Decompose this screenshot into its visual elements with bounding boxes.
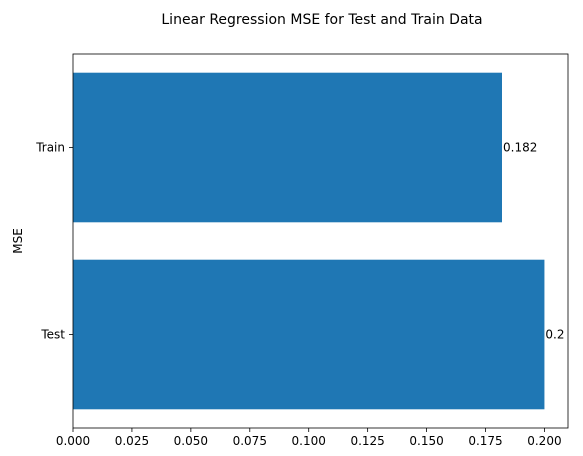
bar-train bbox=[73, 72, 502, 223]
x-tick-label: 0.175 bbox=[468, 434, 502, 448]
x-tick-label: 0.050 bbox=[174, 434, 208, 448]
x-tick-label: 0.125 bbox=[350, 434, 384, 448]
x-tick-label: 0.200 bbox=[527, 434, 561, 448]
bars-group bbox=[73, 72, 545, 410]
chart-title: Linear Regression MSE for Test and Train… bbox=[161, 12, 482, 28]
x-axis-ticks: 0.000 0.025 0.050 0.075 0.100 0.125 0.150 0.175… bbox=[56, 428, 562, 448]
axes-frame bbox=[72, 53, 569, 429]
y-axis-label: MSE bbox=[11, 228, 25, 254]
y-tick-label-test: Test bbox=[40, 328, 65, 342]
y-axis-ticks: Test Train bbox=[35, 141, 73, 342]
bar-test bbox=[73, 259, 545, 410]
y-tick-label-train: Train bbox=[35, 141, 65, 155]
x-tick-label: 0.150 bbox=[409, 434, 443, 448]
data-label-train: 0.182 bbox=[503, 141, 537, 155]
data-labels-group: 0.2 0.182 bbox=[503, 141, 565, 342]
data-label-test: 0.2 bbox=[545, 328, 564, 342]
x-tick-label: 0.100 bbox=[292, 434, 326, 448]
x-tick-label: 0.000 bbox=[56, 434, 90, 448]
plot-area-border bbox=[72, 53, 569, 429]
x-tick-label: 0.025 bbox=[115, 434, 149, 448]
x-tick-label: 0.075 bbox=[233, 434, 267, 448]
